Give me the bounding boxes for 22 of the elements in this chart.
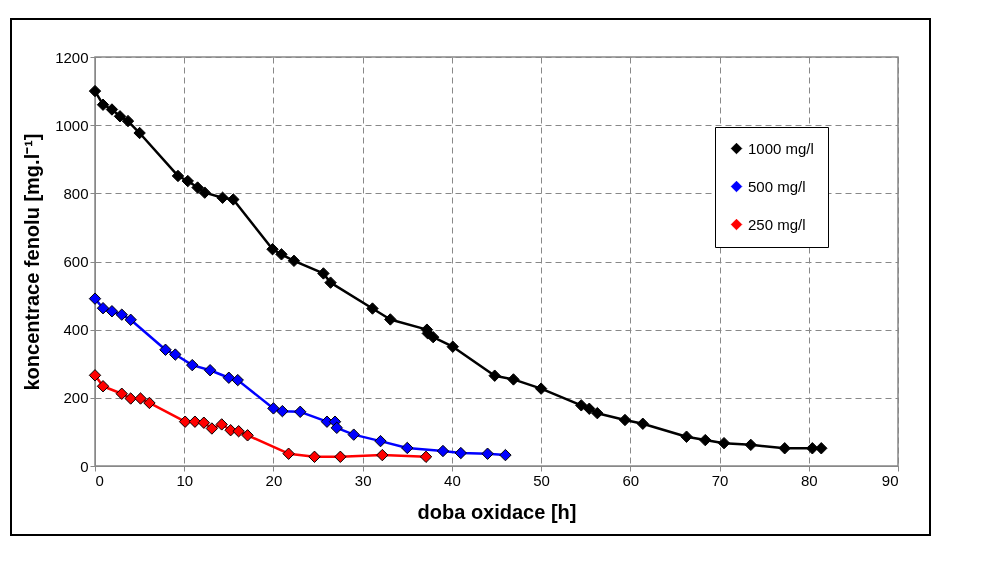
x-axis-title: doba oxidace [h]: [417, 500, 577, 523]
y-tick-label: 1200: [55, 48, 89, 66]
y-tick-label: 400: [63, 321, 89, 339]
x-tick-label: 30: [354, 471, 372, 489]
legend-label: 500 mg/l: [748, 177, 806, 195]
y-axis-title: koncentrace fenolu [mg.l⁻¹]: [21, 133, 44, 391]
legend-label: 250 mg/l: [748, 215, 806, 233]
y-tick-label: 800: [63, 184, 89, 202]
x-tick-label: 80: [800, 471, 818, 489]
x-tick-label: 90: [881, 471, 899, 489]
x-tick-label: 60: [622, 471, 640, 489]
legend-label: 1000 mg/l: [748, 139, 814, 157]
y-tick-label: 0: [80, 457, 89, 475]
x-tick-label: 70: [711, 471, 729, 489]
y-tick-label: 200: [63, 389, 89, 407]
x-tick-label: 20: [265, 471, 283, 489]
x-tick-label: 40: [444, 471, 461, 489]
x-tick-label: 10: [176, 471, 194, 489]
x-tick-label: 50: [533, 471, 550, 489]
x-tick-label: 0: [95, 471, 104, 489]
y-tick-label: 600: [63, 253, 89, 270]
y-tick-label: 1000: [55, 116, 89, 134]
